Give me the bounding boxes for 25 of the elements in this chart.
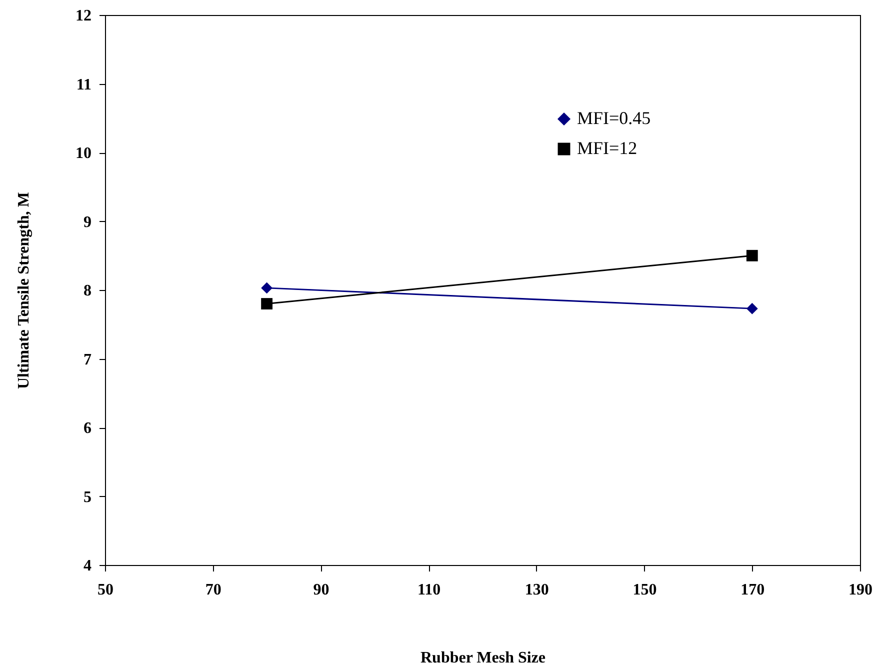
y-tick-label: 12 (76, 8, 92, 24)
x-axis-title: Rubber Mesh Size (420, 650, 546, 666)
point (261, 282, 272, 294)
y-tick-label: 5 (84, 488, 92, 506)
y-tick-label: 11 (76, 76, 92, 94)
y-tick-label: 8 (84, 282, 92, 300)
x-tick-label: 110 (418, 582, 441, 598)
point (746, 250, 758, 262)
point (261, 298, 272, 310)
x-tick-label: 170 (740, 582, 765, 598)
point (746, 302, 758, 314)
x-tick-label: 150 (632, 582, 657, 598)
x-tick-label: 190 (848, 582, 872, 598)
x-tick-label: 130 (524, 582, 549, 598)
y-tick-label: 10 (76, 145, 92, 162)
y-tick-label: 9 (84, 214, 92, 231)
y-tick-label: 7 (84, 351, 92, 368)
y-axis-title: Ultimate Tensile Strength, M (16, 192, 32, 390)
x-tick-label: 70 (205, 582, 222, 598)
y-tick-label: 4 (84, 558, 92, 574)
y-tick-label: 6 (84, 420, 92, 437)
x-tick-label: 90 (313, 582, 330, 598)
x-tick-label: 50 (98, 582, 114, 598)
legend-label: MFI=12 (577, 138, 638, 158)
legend-label: MFI=0.45 (577, 108, 651, 128)
